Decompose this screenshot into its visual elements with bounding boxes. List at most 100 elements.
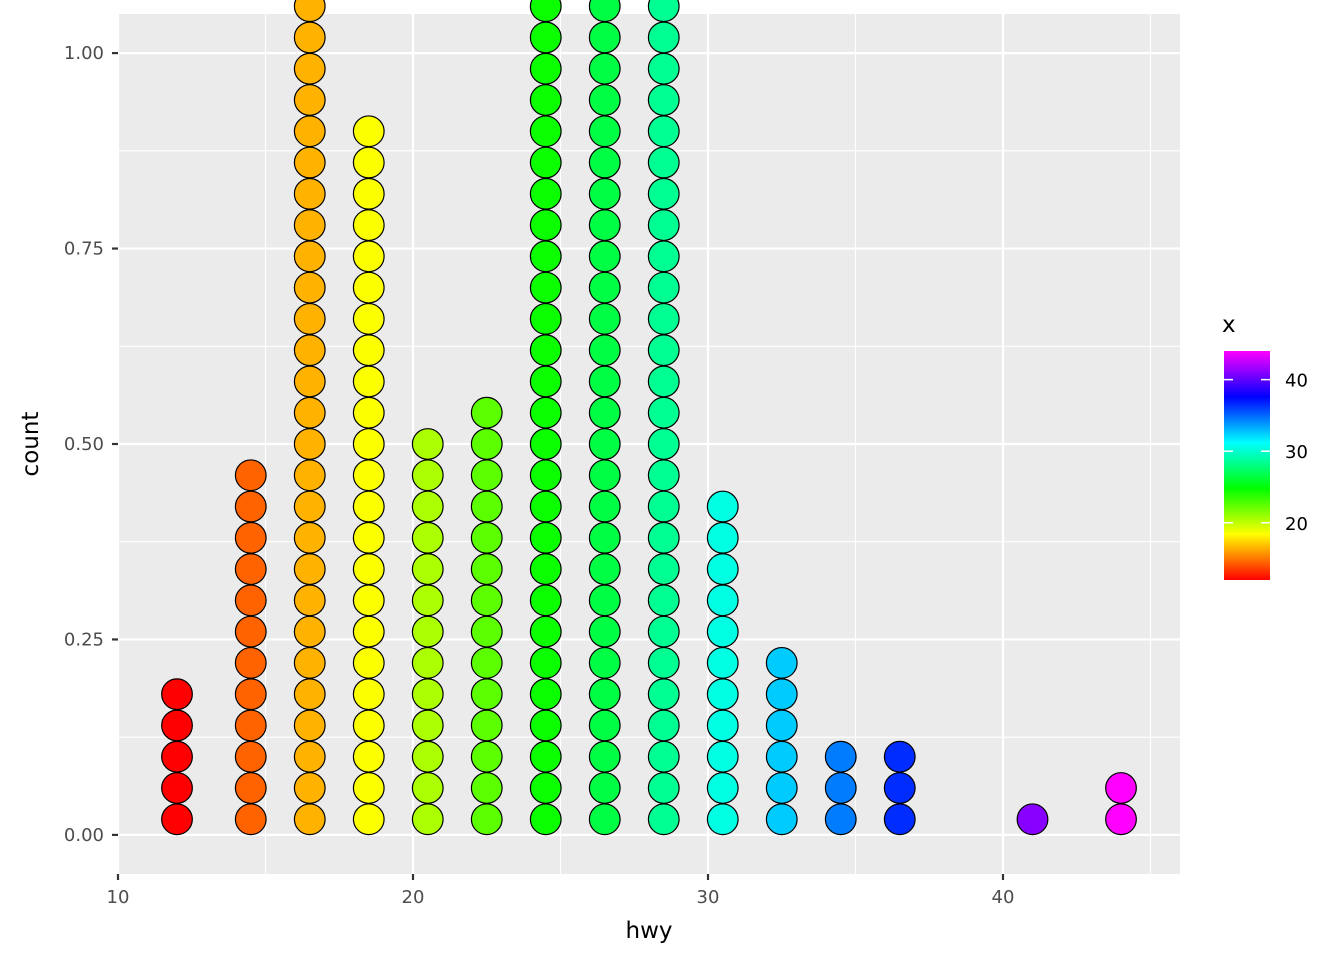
data-dot (293, 302, 326, 335)
data-dot (352, 740, 385, 773)
data-dot (588, 490, 621, 523)
dot-stack (234, 459, 267, 836)
data-dot (293, 84, 326, 116)
data-dot (647, 678, 680, 711)
data-dot (1105, 772, 1137, 804)
data-dot (470, 740, 503, 773)
data-dot (529, 459, 562, 492)
data-dot (293, 428, 326, 460)
data-dot (706, 709, 739, 742)
data-dot (706, 678, 739, 711)
data-dot (470, 553, 503, 586)
data-dot (588, 334, 621, 367)
dot-stack (883, 740, 916, 836)
data-dot (234, 615, 267, 648)
data-dot (352, 271, 385, 304)
data-dot (293, 709, 326, 742)
data-dot (352, 177, 385, 210)
data-dot (234, 709, 267, 742)
data-dot (293, 646, 326, 679)
data-dot (352, 553, 385, 586)
data-dot (588, 115, 621, 148)
legend-ticks: 20 30 40 (1224, 371, 1308, 535)
data-dot (588, 146, 621, 179)
data-dot (411, 490, 444, 523)
data-dot (588, 678, 621, 711)
data-dot (647, 396, 680, 429)
data-dot (529, 490, 562, 523)
data-dot (588, 584, 621, 617)
data-dot (765, 772, 798, 804)
data-dot (293, 615, 326, 648)
data-dot (293, 0, 326, 23)
data-dot (706, 615, 739, 648)
data-dot (234, 646, 267, 679)
data-dot (647, 240, 680, 273)
data-dot (647, 490, 680, 523)
data-dot (411, 428, 444, 460)
data-dot (352, 302, 385, 335)
data-dot (529, 615, 562, 648)
data-dot (161, 678, 193, 711)
dot-stack (352, 115, 385, 836)
legend-colorbar (1224, 351, 1270, 580)
data-dot (352, 521, 385, 554)
data-dot (824, 772, 857, 804)
data-dot (529, 740, 562, 773)
data-dot (411, 709, 444, 742)
data-dot (293, 209, 326, 242)
data-dot (706, 646, 739, 679)
data-dot (529, 302, 562, 335)
data-dot (588, 615, 621, 648)
data-dot (470, 772, 503, 804)
data-dot (470, 459, 503, 492)
data-dot (647, 271, 680, 304)
data-dot (529, 646, 562, 679)
data-dot (765, 803, 798, 836)
data-dot (411, 772, 444, 804)
data-dot (647, 52, 680, 85)
data-dot (529, 678, 562, 711)
data-dot (411, 646, 444, 679)
dot-stack (1105, 772, 1137, 836)
data-dot (647, 740, 680, 773)
dot-stack (470, 396, 503, 836)
y-axis-title: count (18, 412, 44, 477)
data-dot (293, 334, 326, 367)
data-dot (588, 177, 621, 210)
data-dot (352, 490, 385, 523)
dot-stack (1016, 803, 1049, 836)
data-dot (706, 803, 739, 836)
legend-tick-label: 30 (1285, 442, 1308, 463)
dot-stack (706, 490, 739, 836)
data-dot (352, 115, 385, 148)
data-dot (293, 490, 326, 523)
data-dot (706, 772, 739, 804)
data-dot (588, 302, 621, 335)
data-dot (293, 240, 326, 273)
data-dot (293, 584, 326, 617)
data-dot (352, 584, 385, 617)
data-dot (1105, 803, 1137, 836)
data-dot (470, 803, 503, 836)
data-dot (234, 740, 267, 773)
y-tick-label: 0.25 (64, 629, 104, 650)
data-dot (647, 365, 680, 398)
y-axis: 0.00 0.25 0.50 0.75 1.00 (64, 43, 118, 846)
data-dot (647, 803, 680, 836)
data-dot (647, 0, 680, 23)
data-dot (293, 740, 326, 773)
dot-stack (293, 0, 326, 836)
dot-stacks (161, 0, 1137, 836)
dot-stack (588, 0, 621, 836)
dot-stack (824, 740, 857, 836)
data-dot (647, 21, 680, 54)
data-dot (293, 177, 326, 210)
data-dot (234, 490, 267, 523)
data-dot (529, 209, 562, 242)
data-dot (529, 553, 562, 586)
data-dot (234, 459, 267, 492)
data-dot (352, 396, 385, 429)
data-dot (352, 209, 385, 242)
data-dot (824, 740, 857, 773)
